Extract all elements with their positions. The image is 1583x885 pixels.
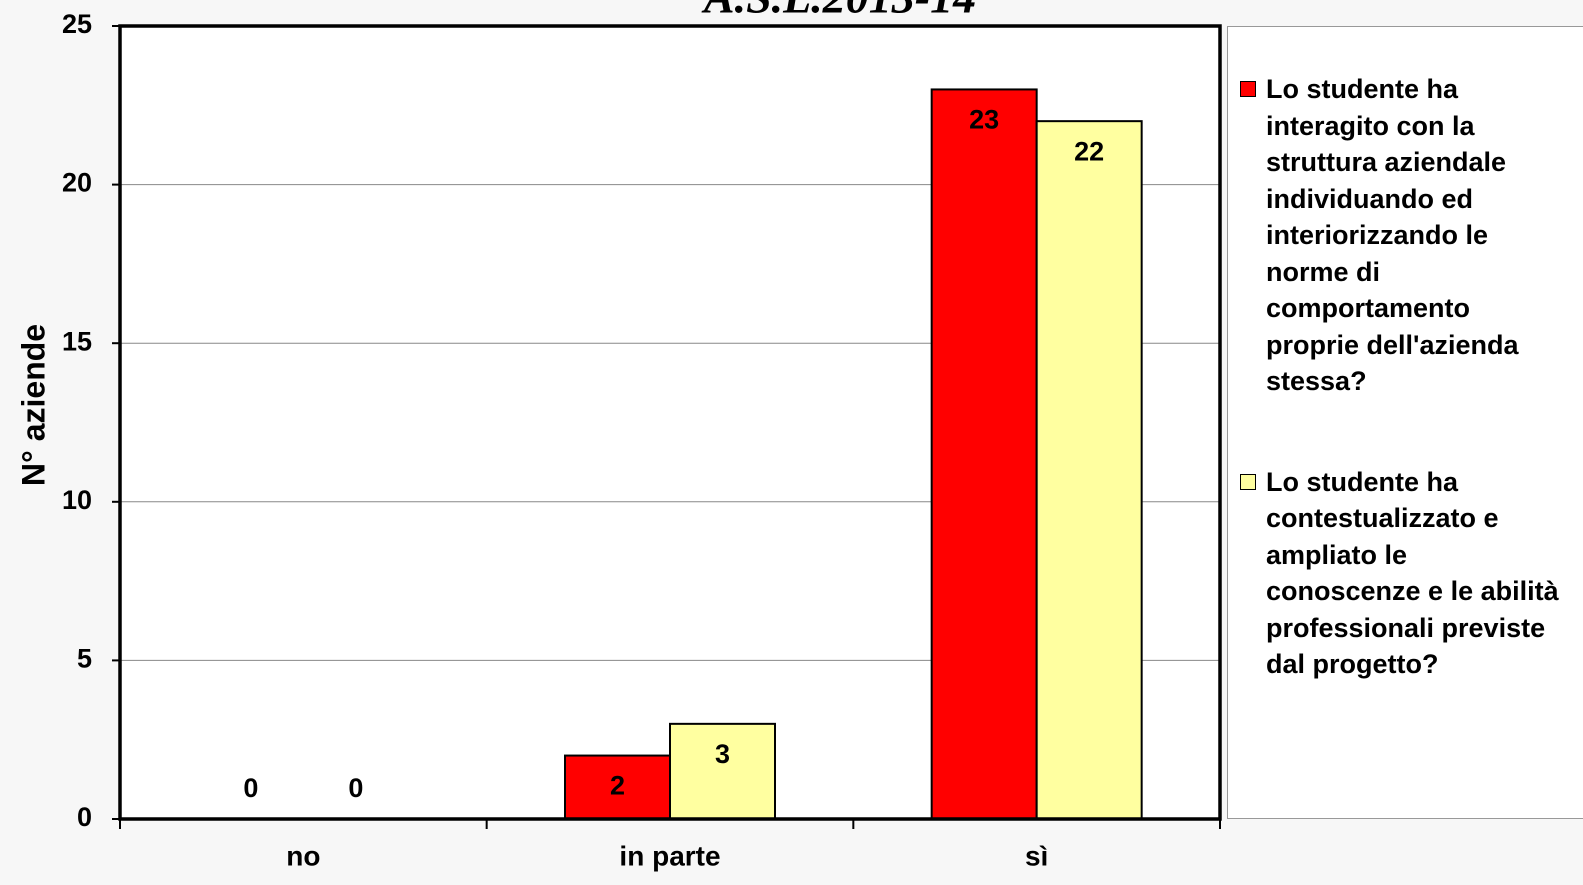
chart-title: A.S.L.2013-14: [701, 0, 976, 23]
y-axis-label: N° aziende: [15, 324, 51, 486]
x-tick-label: in parte: [619, 840, 720, 871]
bar: [669, 722, 776, 821]
legend-swatch: [1240, 473, 1256, 490]
y-tick-label: 20: [62, 168, 92, 198]
legend-label: Lo studente ha contestualizzato e amplia…: [1266, 466, 1559, 680]
y-tick-label: 10: [62, 485, 92, 515]
data-label: 23: [969, 105, 999, 135]
y-tick-label: 0: [77, 802, 92, 832]
y-tick-label: 5: [77, 644, 92, 674]
y-tick-label: 25: [62, 9, 92, 39]
legend: Lo studente ha interagito con la struttu…: [1227, 26, 1583, 819]
data-label: 22: [1074, 136, 1104, 166]
bar: [930, 88, 1038, 820]
legend-swatch: [1240, 81, 1256, 97]
legend-entry: Lo studente ha contestualizzato e amplia…: [1240, 464, 1583, 683]
bar: [564, 754, 671, 820]
legend-entry: Lo studente ha interagito con la struttu…: [1240, 71, 1583, 400]
x-tick-label: sì: [1025, 840, 1048, 871]
plot-border: [118, 24, 1222, 821]
legend-label: Lo studente ha interagito con la struttu…: [1266, 74, 1519, 396]
data-label: 0: [243, 773, 258, 803]
data-label: 2: [610, 771, 625, 801]
bar: [1035, 120, 1143, 821]
data-label: 3: [715, 739, 730, 769]
x-tick-label: no: [286, 840, 320, 871]
data-label: 0: [348, 773, 363, 803]
y-tick-label: 15: [62, 326, 92, 356]
